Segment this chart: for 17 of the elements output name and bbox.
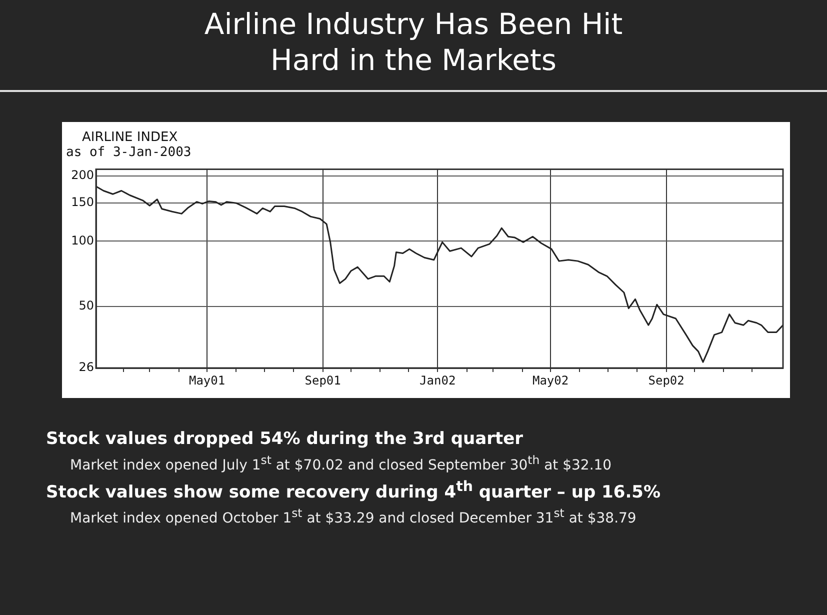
x-tick-label: Sep02 xyxy=(648,373,684,388)
text: as of 3-Jan-2003 xyxy=(66,145,192,160)
x-tick-label: May01 xyxy=(188,373,226,388)
y-tick-label: 50 xyxy=(78,298,94,313)
text: Market index opened July 1$^{st}$ at $70.02 and closed September 30$^{th}$ at $32.10 xyxy=(69,452,613,476)
text: Stock values show some recovery during 4$^{th}$ quarter – up 16.5% xyxy=(46,478,661,504)
text: Stock values dropped 54% during the 3rd quarter xyxy=(46,428,524,450)
y-tick-label: 150 xyxy=(71,195,94,210)
y-tick-label: 100 xyxy=(71,233,94,248)
text: Market index opened October 1$^{st}$ at $33.29 and closed December 31$^{st}$ at $38.79 xyxy=(69,505,638,529)
y-tick-label: 26 xyxy=(78,360,94,374)
chart-subtitle: AIRLINE INDEX xyxy=(82,130,178,145)
x-tick-label: Jan02 xyxy=(420,373,456,388)
y-tick-label: 200 xyxy=(71,168,94,182)
chart-title: Airline Industry Has Been Hit Hard in the Markets xyxy=(203,6,624,78)
x-tick-label: May02 xyxy=(532,373,569,388)
x-tick-label: Sep01 xyxy=(304,373,341,388)
